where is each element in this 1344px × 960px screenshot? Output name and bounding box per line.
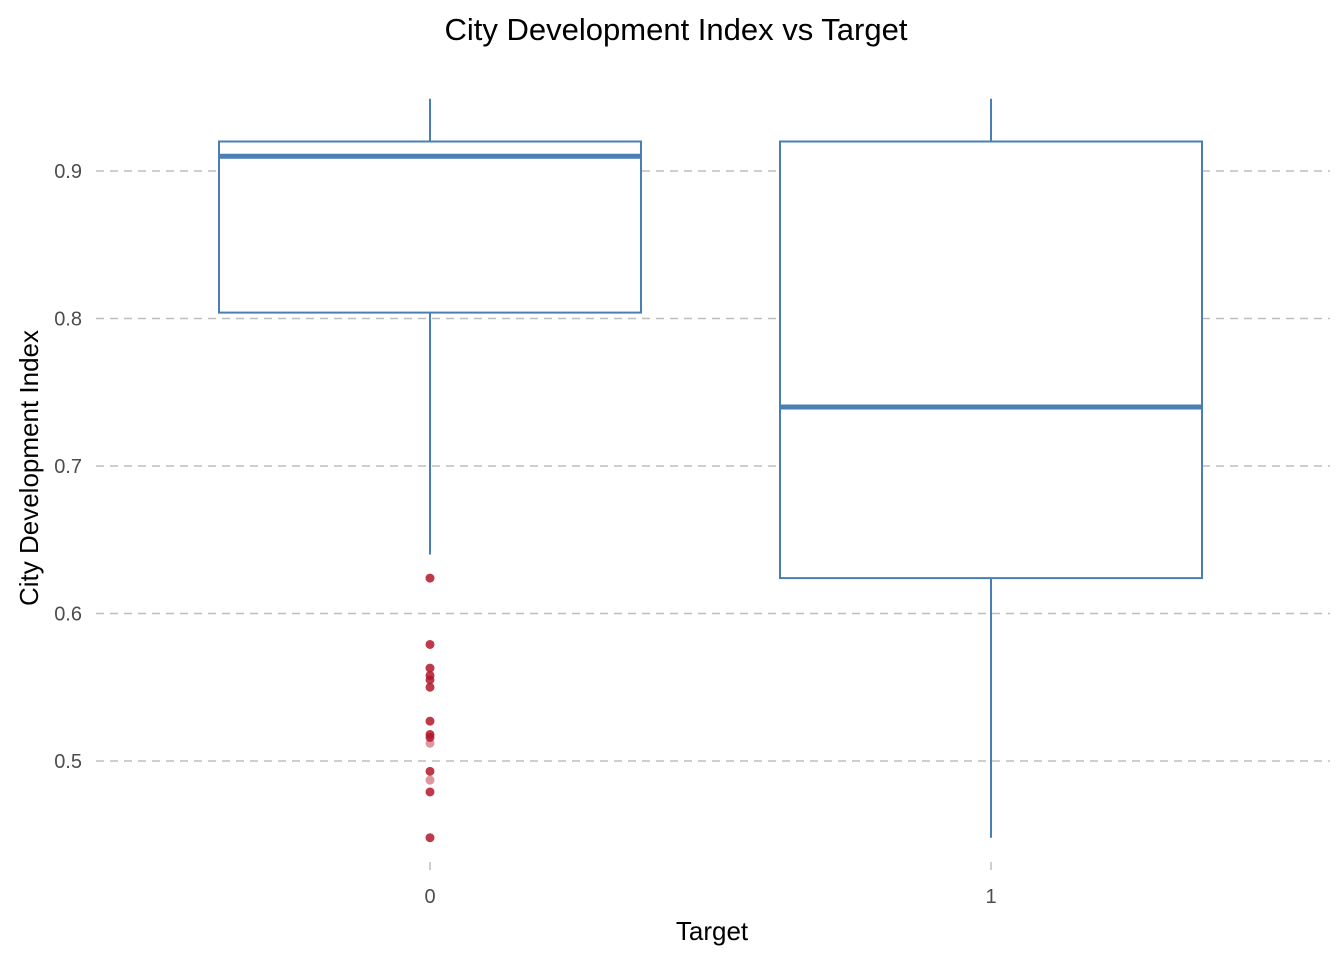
y-tick-label: 0.8 [54,309,82,331]
outlier-point [425,663,435,673]
chart-title: City Development Index vs Target [445,12,908,47]
iqr-box [779,140,1203,580]
outlier-point [425,775,435,785]
outlier-point [425,787,435,797]
y-tick-label: 0.7 [54,456,82,478]
box-group-1 [779,98,1203,838]
y-tick-label: 0.6 [54,604,82,626]
outlier-point [425,766,435,776]
y-axis-title: City Development Index [14,330,44,606]
outlier-point [425,716,435,726]
outlier-point [425,833,435,843]
box-group-0 [218,98,642,555]
outliers [425,573,435,843]
outlier-point [425,675,435,685]
x-axis-title: Target [676,916,749,946]
boxes [218,98,1203,838]
outlier-point [425,732,435,742]
y-axis-ticks: 0.5 0.6 0.7 0.8 0.9 [54,161,82,773]
outlier-point [425,738,435,748]
outlier-point [425,639,435,649]
outlier-point [425,573,435,583]
outlier-point [425,682,435,692]
y-tick-label: 0.5 [54,751,82,773]
x-tick-label: 1 [985,886,996,908]
x-tick-label: 0 [424,886,435,908]
iqr-box [218,140,642,314]
y-tick-label: 0.9 [54,161,82,183]
